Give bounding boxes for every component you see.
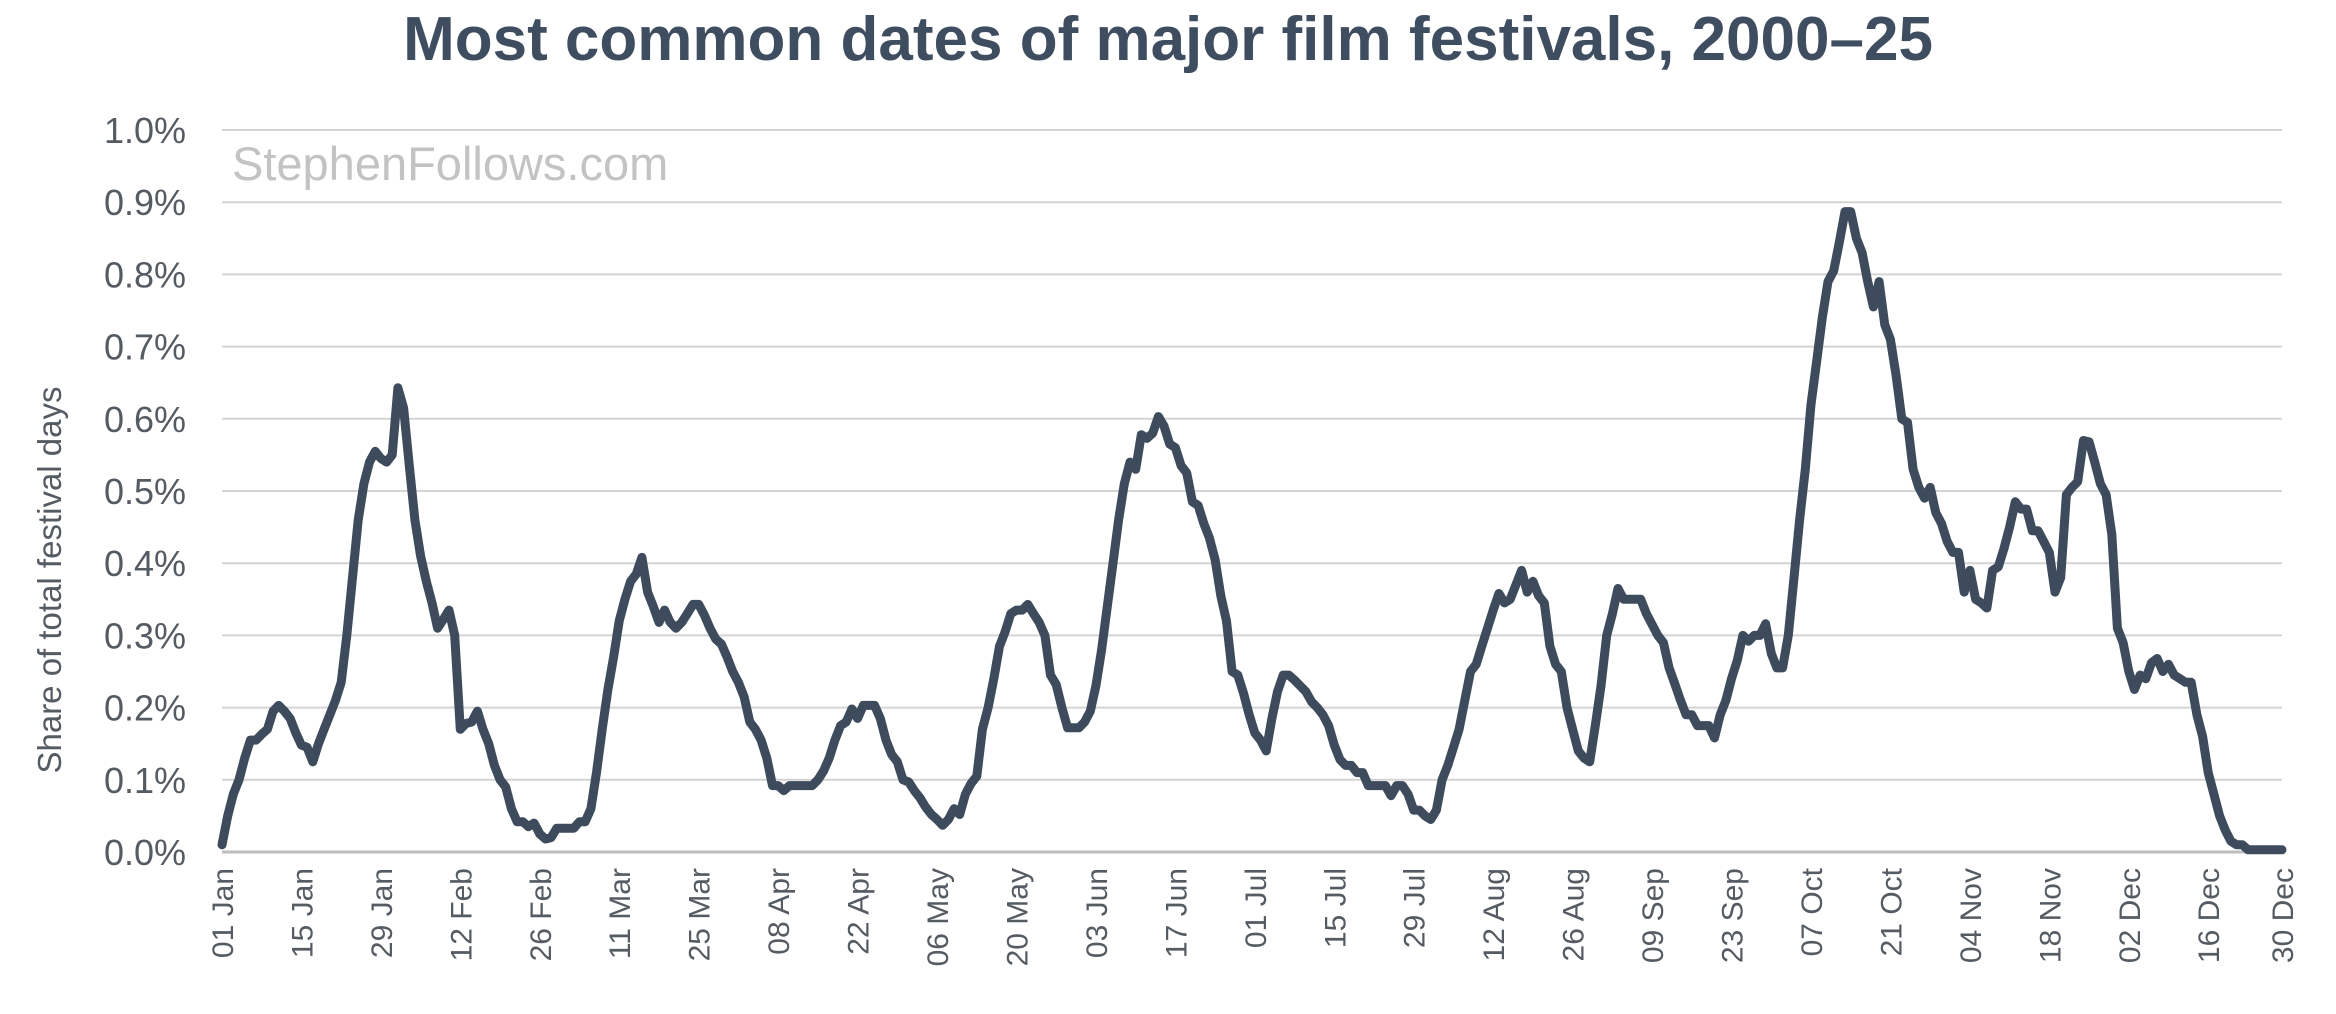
x-tick-label: 18 Nov: [2034, 868, 2067, 963]
series-layer: [217, 207, 2287, 855]
x-tick-label: 15 Jan: [286, 868, 319, 958]
x-tick-label: 09 Sep: [1637, 868, 1670, 963]
x-tick-label: 23 Sep: [1717, 868, 1750, 963]
y-tick-label: 0.3%: [104, 615, 186, 656]
x-tick-label: 01 Jan: [207, 868, 240, 958]
y-axis-ticks: 0.0% 0.1% 0.2% 0.3% 0.4% 0.5% 0.6% 0.7% 0.8% 0.9%…: [104, 110, 186, 873]
x-tick-label: 08 Apr: [763, 868, 796, 955]
watermark: StephenFollows.com: [232, 137, 669, 190]
x-tick-label: 01 Jul: [1240, 868, 1273, 948]
y-tick-label: 0.5%: [104, 471, 186, 512]
x-tick-label: 06 May: [922, 868, 955, 966]
y-tick-label: 1.0%: [104, 110, 186, 151]
y-tick-label: 0.7%: [104, 327, 186, 368]
x-tick-label: 07 Oct: [1796, 867, 1829, 956]
x-tick-label: 02 Dec: [2114, 868, 2147, 963]
y-tick-label: 0.9%: [104, 182, 186, 223]
y-tick-label: 0.2%: [104, 688, 186, 729]
x-tick-label: 29 Jul: [1399, 868, 1432, 948]
x-tick-label: 26 Feb: [525, 868, 558, 961]
y-tick-label: 0.1%: [104, 760, 186, 801]
y-tick-label: 0.0%: [104, 832, 186, 873]
x-tick-label: 12 Feb: [445, 868, 478, 961]
x-tick-label: 22 Apr: [843, 868, 876, 955]
y-tick-label: 0.4%: [104, 543, 186, 584]
x-tick-label: 04 Nov: [1955, 868, 1988, 963]
x-tick-label: 16 Dec: [2193, 868, 2226, 963]
series-line: [217, 207, 2287, 855]
x-tick-label: 25 Mar: [684, 868, 717, 961]
x-tick-label: 11 Mar: [604, 868, 637, 959]
x-tick-label: 12 Aug: [1478, 868, 1511, 961]
x-tick-label: 29 Jan: [366, 868, 399, 958]
x-axis-ticks: 01 Jan 15 Jan 29 Jan 12 Feb 26 Feb 11 Mar 25 M…: [207, 867, 2300, 966]
x-tick-label: 21 Oct: [1875, 867, 1908, 956]
x-tick-label: 20 May: [1001, 868, 1034, 966]
x-tick-label: 15 Jul: [1319, 868, 1352, 948]
chart-title: Most common dates of major film festival…: [403, 5, 1933, 74]
x-tick-label: 17 Jun: [1160, 868, 1193, 958]
x-tick-label: 30 Dec: [2267, 868, 2300, 963]
y-tick-label: 0.8%: [104, 254, 186, 295]
x-tick-label: 26 Aug: [1558, 868, 1591, 961]
x-tick-label: 03 Jun: [1081, 868, 1114, 958]
y-tick-label: 0.6%: [104, 399, 186, 440]
gridlines: [222, 129, 2282, 781]
